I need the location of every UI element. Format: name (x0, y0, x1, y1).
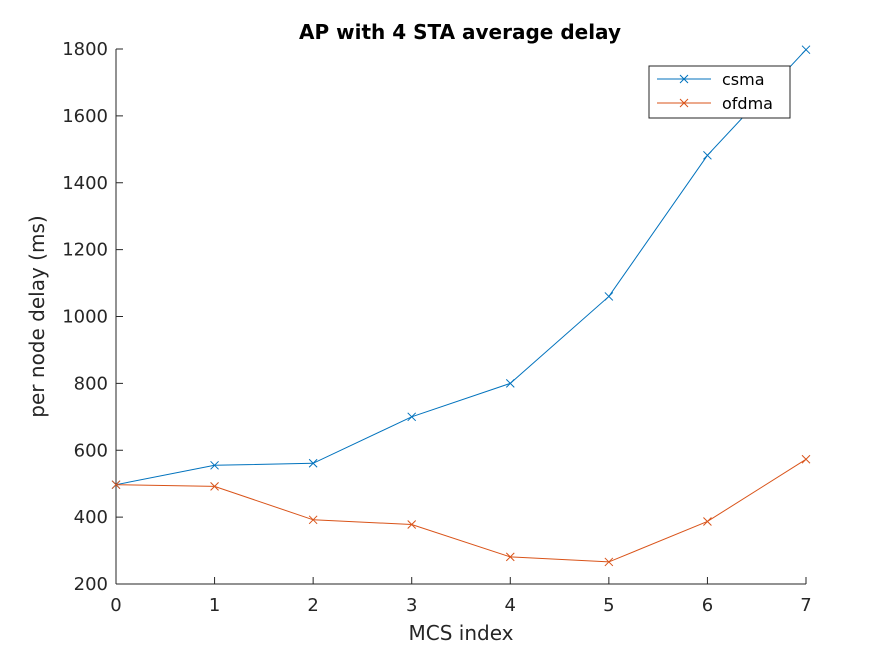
legend: csma ofdma (648, 65, 791, 119)
legend-marker-ofdma (679, 98, 689, 108)
data-point-csma (407, 412, 417, 422)
y-axis-label: per node delay (ms) (25, 215, 49, 417)
plot-area (115, 49, 806, 585)
x-tick-label: 6 (702, 595, 713, 616)
y-tick-label: 1800 (62, 39, 108, 60)
legend-marker-csma (679, 74, 689, 84)
data-point-ofdma (604, 557, 614, 567)
data-point-ofdma (111, 480, 121, 490)
legend-box (648, 65, 791, 119)
data-point-ofdma (308, 515, 318, 525)
x-tick-label: 4 (505, 595, 516, 616)
y-tick-label: 1000 (62, 307, 108, 328)
x-axis-label: MCS index (409, 621, 514, 645)
y-tick-label: 600 (74, 440, 108, 461)
series-layer (111, 45, 811, 567)
y-tick-label: 1400 (62, 173, 108, 194)
legend-label-csma: csma (722, 70, 765, 89)
data-point-csma (505, 379, 515, 388)
y-ticks: 200 400 600 800 1000 1200 1400 1600 1800 (62, 39, 123, 595)
y-tick-label: 200 (74, 574, 108, 595)
x-tick-label: 5 (603, 595, 614, 616)
data-point-csma (703, 150, 712, 160)
data-point-csma (604, 292, 614, 301)
data-point-ofdma (210, 482, 219, 491)
plot-background (116, 49, 806, 584)
legend-item-csma: csma (657, 70, 765, 89)
series-line-csma (115, 49, 807, 486)
x-tick-label: 1 (209, 595, 220, 616)
legend-item-ofdma: ofdma (657, 94, 773, 113)
data-point-ofdma (407, 520, 417, 529)
data-point-ofdma (801, 454, 811, 464)
x-tick-label: 3 (406, 595, 417, 616)
x-tick-label: 0 (110, 595, 121, 616)
x-tick-label: 2 (307, 595, 318, 616)
data-point-ofdma (703, 517, 712, 526)
chart-title: AP with 4 STA average delay (299, 20, 621, 44)
series-line-ofdma (115, 458, 807, 563)
y-tick-label: 1200 (62, 240, 108, 261)
x-tick-label: 7 (800, 595, 811, 616)
series-ofdma (111, 454, 811, 567)
legend-label-ofdma: ofdma (722, 94, 773, 113)
y-tick-label: 1600 (62, 106, 108, 127)
data-point-csma (210, 460, 219, 470)
x-ticks: 0 1 2 3 4 5 6 7 (110, 577, 812, 616)
data-point-ofdma (505, 552, 515, 562)
data-point-csma (801, 45, 811, 55)
y-tick-label: 800 (74, 373, 108, 394)
data-point-csma (308, 458, 318, 468)
y-tick-label: 400 (74, 507, 108, 528)
